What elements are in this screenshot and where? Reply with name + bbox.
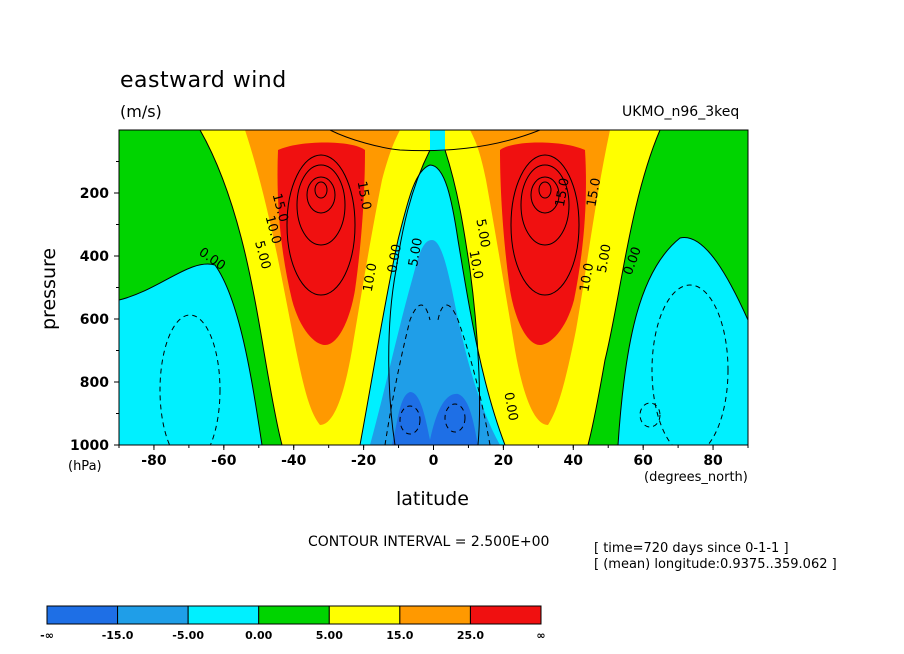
colorbar-swatch (46, 605, 119, 625)
region-negative-north (618, 237, 748, 445)
jet-core-north (500, 142, 586, 345)
colorbar-swatch (328, 605, 401, 625)
y-axis-ticks: 200 400 600 800 1000 (70, 161, 119, 454)
colorbar-label: 25.0 (457, 629, 484, 642)
colorbar-label: ∞ (536, 629, 545, 642)
x-tick-label: 60 (633, 453, 653, 469)
contour-value-label: 10.0 (465, 249, 485, 280)
y-tick-label: 200 (80, 186, 109, 202)
chart-title: eastward wind (120, 68, 287, 93)
contour-value-label: 10.0 (262, 214, 284, 246)
x-axis-label: latitude (396, 488, 469, 510)
y-axis-label: pressure (38, 247, 60, 330)
region-equatorial-darkblue (392, 392, 478, 445)
contour-value-label: 5.00 (251, 239, 273, 271)
region-equatorial-blue (370, 240, 500, 445)
contour-value-label: 0.00 (500, 391, 520, 422)
contour-value-label: 15.0 (354, 180, 374, 211)
colorbar-label: 0.00 (245, 629, 272, 642)
colorbar-label: 5.00 (316, 629, 343, 642)
colorbar-label: -∞ (40, 629, 54, 642)
contour-value-label: 15.0 (553, 177, 573, 208)
x-axis-ticks: -80 -60 -40 -20 0 20 40 60 80 (118, 445, 749, 469)
x-tick-label: 40 (564, 453, 584, 469)
units-label: (m/s) (120, 102, 162, 121)
y-tick-label: 400 (80, 249, 109, 265)
x-tick-label: 80 (703, 453, 723, 469)
colorbar-swatch (187, 605, 260, 625)
x-tick-label: -20 (351, 453, 377, 469)
contour-value-label: 5.00 (406, 237, 426, 268)
colorbar: -∞ -15.0 -5.00 0.00 5.00 15.0 25.0 ∞ (40, 605, 546, 642)
y-tick-label: 1000 (70, 438, 109, 454)
colorbar-label: -5.00 (172, 629, 204, 642)
x-tick-label: -40 (281, 453, 307, 469)
contour-value-label: 10.0 (361, 262, 381, 293)
jet-core-south (277, 142, 365, 345)
contour-interval: CONTOUR INTERVAL = 2.500E+00 (308, 534, 550, 550)
y-tick-label: 600 (80, 312, 109, 328)
dataset-label: UKMO_n96_3keq (622, 104, 740, 120)
longitude-meta: [ (mean) longitude:0.9375..359.062 ] (594, 557, 837, 572)
region-negative-south (119, 264, 262, 445)
contour-value-label: 5.00 (595, 243, 615, 274)
x-tick-label: -60 (211, 453, 237, 469)
x-tick-label: 0 (429, 453, 439, 469)
contour-value-label: 5.00 (472, 218, 492, 249)
contour-value-label: 15.0 (269, 192, 291, 224)
y-axis-unit: (hPa) (68, 459, 102, 474)
time-meta: [ time=720 days since 0-1-1 ] (594, 541, 789, 556)
y-tick-label: 800 (80, 375, 109, 391)
colorbar-label: -15.0 (102, 629, 134, 642)
contour-lines (119, 130, 748, 445)
colorbar-swatch (399, 605, 471, 625)
colorbar-label: 15.0 (386, 629, 413, 642)
negative-contour-lines (159, 284, 729, 445)
colorbar-swatch (258, 605, 330, 625)
colorbar-swatch (469, 605, 542, 625)
contour-value-label: 15.0 (584, 177, 604, 208)
contour-fill-group (119, 130, 748, 445)
x-tick-label: -80 (141, 453, 167, 469)
contour-value-label: 10.0 (577, 262, 597, 293)
contour-value-label: 0.00 (385, 243, 405, 274)
colorbar-swatch (117, 605, 189, 625)
x-tick-label: 20 (494, 453, 514, 469)
x-axis-unit: (degrees_north) (644, 470, 748, 485)
